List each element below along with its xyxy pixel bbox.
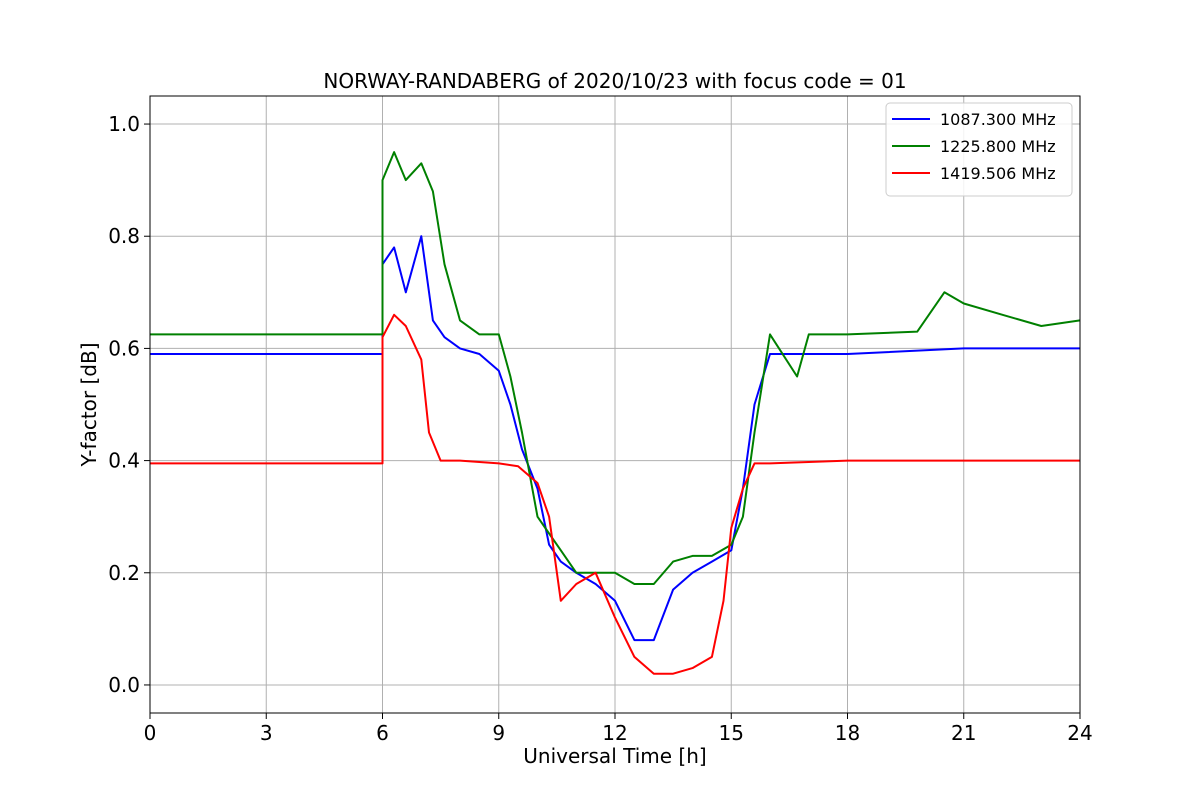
legend: 1087.300 MHz 1225.800 MHz 1419.506 MHz	[885, 102, 1073, 197]
legend-label-1: 1225.800 MHz	[940, 137, 1056, 156]
series-layer	[150, 151, 1081, 675]
series-line-0	[150, 235, 1080, 642]
y-tick-label-4: 0.8	[108, 224, 140, 248]
y-axis-label: Y-factor [dB]	[77, 342, 101, 467]
x-tick-label-0: 0	[144, 721, 157, 745]
legend-label-0: 1087.300 MHz	[940, 110, 1056, 129]
legend-label-2: 1419.506 MHz	[940, 164, 1056, 183]
x-tick-label-1: 3	[260, 721, 273, 745]
chart-title: NORWAY-RANDABERG of 2020/10/23 with focu…	[323, 69, 906, 93]
y-tick-label-5: 1.0	[108, 112, 140, 136]
x-axis-label: Universal Time [h]	[523, 744, 706, 768]
y-tick-label-2: 0.4	[108, 449, 140, 473]
y-tick-label-3: 0.6	[108, 336, 140, 360]
x-tick-label-3: 9	[492, 721, 505, 745]
ticks-layer: 0 3 6 9 12 15 18 21 24 0.0 0.2 0.4 0.6 0.8 1.0	[108, 112, 1093, 745]
x-tick-label-4: 12	[602, 721, 627, 745]
series-line-1	[150, 151, 1081, 585]
y-tick-label-0: 0.0	[108, 673, 140, 697]
x-tick-label-7: 21	[951, 721, 976, 745]
x-tick-label-2: 6	[376, 721, 389, 745]
x-tick-label-6: 18	[835, 721, 860, 745]
y-tick-label-1: 0.2	[108, 561, 140, 585]
series-line-2	[150, 313, 1080, 675]
x-tick-label-8: 24	[1067, 721, 1092, 745]
x-tick-label-5: 15	[719, 721, 744, 745]
legend-box	[885, 102, 1073, 197]
